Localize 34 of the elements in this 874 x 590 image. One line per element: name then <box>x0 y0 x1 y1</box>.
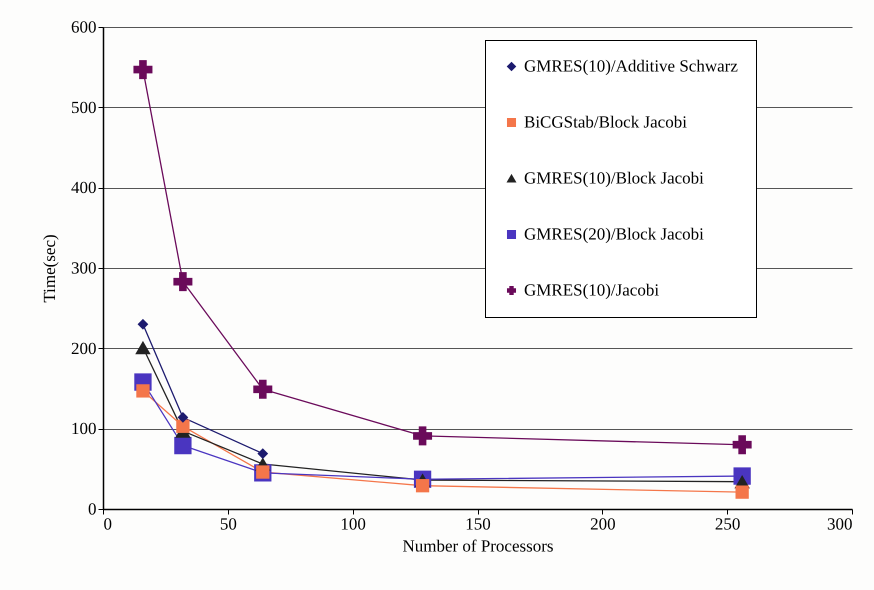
legend-label: GMRES(10)/Block Jacobi <box>524 168 704 188</box>
x-tick-label: 100 <box>340 514 366 534</box>
point <box>138 318 148 330</box>
point <box>257 448 268 459</box>
point <box>178 412 188 423</box>
point <box>253 380 272 399</box>
y-tick-label: 100 <box>71 419 96 438</box>
legend-label: GMRES(10)/Jacobi <box>524 280 660 300</box>
x-tick-label: 50 <box>220 514 237 534</box>
point <box>173 272 192 292</box>
x-tick-label: 300 <box>827 514 852 534</box>
y-tick-label: 0 <box>88 500 96 518</box>
x-tick-label: 250 <box>714 514 740 534</box>
y-tick-label: 200 <box>71 338 96 358</box>
y-tick-label: 500 <box>71 98 96 117</box>
legend-label: GMRES(20)/Block Jacobi <box>524 224 704 244</box>
y-tick-label: 600 <box>71 18 96 36</box>
x-tick-label: 0 <box>104 514 112 534</box>
y-tick-label: 400 <box>71 178 96 198</box>
point <box>176 420 190 433</box>
legend-label: BiCGStab/Block Jacobi <box>524 112 688 132</box>
point <box>133 60 152 80</box>
point <box>735 485 749 499</box>
point <box>732 435 752 454</box>
point <box>413 426 432 446</box>
y-axis-title: Time(sec) <box>40 234 59 303</box>
y-tick-label: 300 <box>71 258 96 278</box>
x-tick-label: 150 <box>465 514 491 534</box>
point <box>174 436 192 454</box>
x-tick-label: 200 <box>590 514 616 534</box>
legend-label: GMRES(10)/Additive Schwarz <box>524 56 738 76</box>
point <box>136 384 150 398</box>
point <box>135 340 151 354</box>
x-axis-title: Number of Processors <box>402 536 554 556</box>
